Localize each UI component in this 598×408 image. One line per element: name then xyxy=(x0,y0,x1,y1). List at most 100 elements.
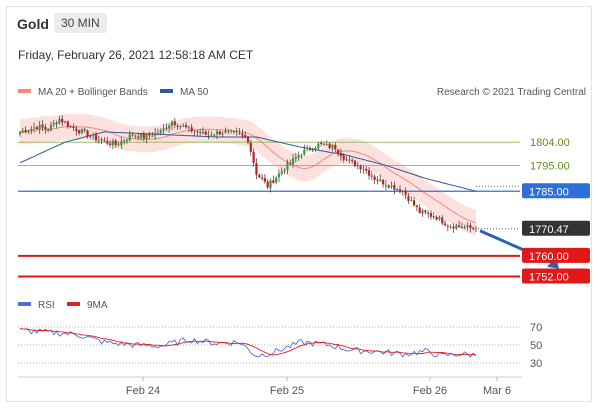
candle xyxy=(134,134,137,139)
candle xyxy=(401,190,404,196)
candle-body xyxy=(353,160,357,167)
candle xyxy=(80,128,84,135)
legend-label-ma50: MA 50 xyxy=(180,87,209,98)
candle xyxy=(373,174,376,185)
candle-body xyxy=(336,149,340,154)
candle-body xyxy=(224,130,227,133)
candle xyxy=(111,138,114,150)
candle-body xyxy=(193,131,196,133)
legend-label-ma20: MA 20 + Bollinger Bands xyxy=(38,87,148,98)
candle-body xyxy=(396,189,399,190)
candle xyxy=(339,148,342,161)
candle xyxy=(114,139,117,148)
candle-body xyxy=(443,223,447,226)
level-label-3: 1770.47 xyxy=(529,224,569,236)
candle xyxy=(320,141,323,147)
candle xyxy=(66,120,69,129)
candle-body xyxy=(356,165,359,167)
candle-body xyxy=(269,180,272,188)
candle xyxy=(58,115,61,125)
candle xyxy=(21,127,24,134)
candle xyxy=(393,181,396,195)
candle xyxy=(83,127,86,133)
candle xyxy=(418,203,421,214)
candle xyxy=(41,120,44,132)
candle xyxy=(210,131,213,136)
candle xyxy=(92,132,95,140)
x-tick-label-3: Mar 6 xyxy=(483,385,511,397)
candle xyxy=(260,173,264,181)
candle xyxy=(61,115,64,127)
candle xyxy=(407,193,410,204)
candle-body xyxy=(72,126,75,129)
candle-body xyxy=(106,141,109,144)
candle-body xyxy=(334,144,337,150)
candle xyxy=(241,129,244,139)
candle xyxy=(69,125,72,129)
candle xyxy=(221,131,224,138)
candle-body xyxy=(89,136,92,137)
candle xyxy=(108,140,112,148)
candle-body xyxy=(441,217,444,224)
candle-body xyxy=(345,159,348,161)
candle-body xyxy=(401,191,404,193)
candle-body xyxy=(387,185,390,188)
candle-body xyxy=(320,142,323,145)
candle xyxy=(100,137,103,144)
candle-body xyxy=(452,226,455,229)
candle-body xyxy=(207,134,210,136)
candle-body xyxy=(373,176,376,180)
candle xyxy=(382,178,385,188)
candle-body xyxy=(165,127,168,129)
candle-body xyxy=(244,134,247,138)
candle-body xyxy=(176,125,179,127)
legend-label-rsi: RSI xyxy=(38,300,55,311)
candle-body xyxy=(179,125,182,127)
candle xyxy=(396,187,399,191)
candle xyxy=(47,128,50,133)
candle xyxy=(297,151,300,161)
candle xyxy=(322,141,326,146)
candle-body xyxy=(151,135,154,137)
candle-body xyxy=(128,134,131,141)
candle xyxy=(89,134,92,139)
timeframe-badge[interactable]: 30 MIN xyxy=(54,13,107,33)
candle-body xyxy=(351,159,354,161)
main-legend: MA 20 + Bollinger Bands MA 50 Research ©… xyxy=(18,87,586,98)
candle-body xyxy=(421,210,424,214)
candle-body xyxy=(263,178,266,182)
candle xyxy=(117,142,120,147)
candle xyxy=(455,223,458,231)
candle xyxy=(351,158,354,164)
candle-body xyxy=(398,189,402,193)
candle xyxy=(86,129,89,139)
candle xyxy=(182,123,185,128)
level-badge-5 xyxy=(522,268,590,284)
candle xyxy=(94,131,98,143)
rsi-legend: RSI 9MA xyxy=(18,300,108,311)
rsi-line xyxy=(19,328,477,358)
candle-body xyxy=(49,125,53,131)
candle xyxy=(255,158,258,180)
candle xyxy=(142,131,145,142)
legend-swatch-rsi xyxy=(18,302,31,306)
candle-body xyxy=(367,170,371,176)
candle-body xyxy=(199,132,202,134)
candle-body xyxy=(294,157,297,159)
candle xyxy=(384,180,388,191)
candle-body xyxy=(407,195,410,201)
candle xyxy=(446,224,449,232)
candle-body xyxy=(410,200,413,201)
candle-body xyxy=(61,118,64,123)
candle xyxy=(314,146,317,152)
candle xyxy=(303,144,306,156)
candle xyxy=(412,196,416,207)
candle-body xyxy=(196,131,199,133)
candle-body xyxy=(252,151,255,163)
candle-body xyxy=(291,158,295,164)
candle-body xyxy=(173,121,176,126)
candle-body xyxy=(469,225,472,228)
candle xyxy=(232,129,236,135)
candle-body xyxy=(297,155,300,158)
candle xyxy=(196,129,199,136)
